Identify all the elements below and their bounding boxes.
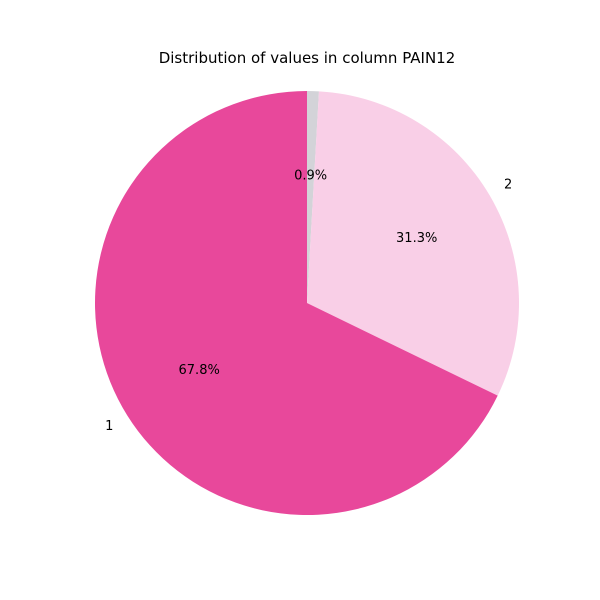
chart-title: Distribution of values in column PAIN12 — [159, 49, 456, 67]
pie-slices — [94, 91, 519, 515]
pie-slice-2 — [307, 91, 519, 396]
pie-slice-1 — [94, 91, 498, 515]
pie-labels: 0.9% 31.3% 2 67.8% 1 — [105, 168, 512, 434]
pie-pct-label: 31.3% — [396, 231, 437, 246]
pie-pct-label: 67.8% — [179, 363, 220, 378]
pie-pct-label: 0.9% — [294, 168, 327, 183]
pie-slice-unlabeled-0 — [307, 91, 319, 303]
pie-category-label: 2 — [504, 177, 512, 192]
pie-category-label: 1 — [105, 419, 113, 434]
